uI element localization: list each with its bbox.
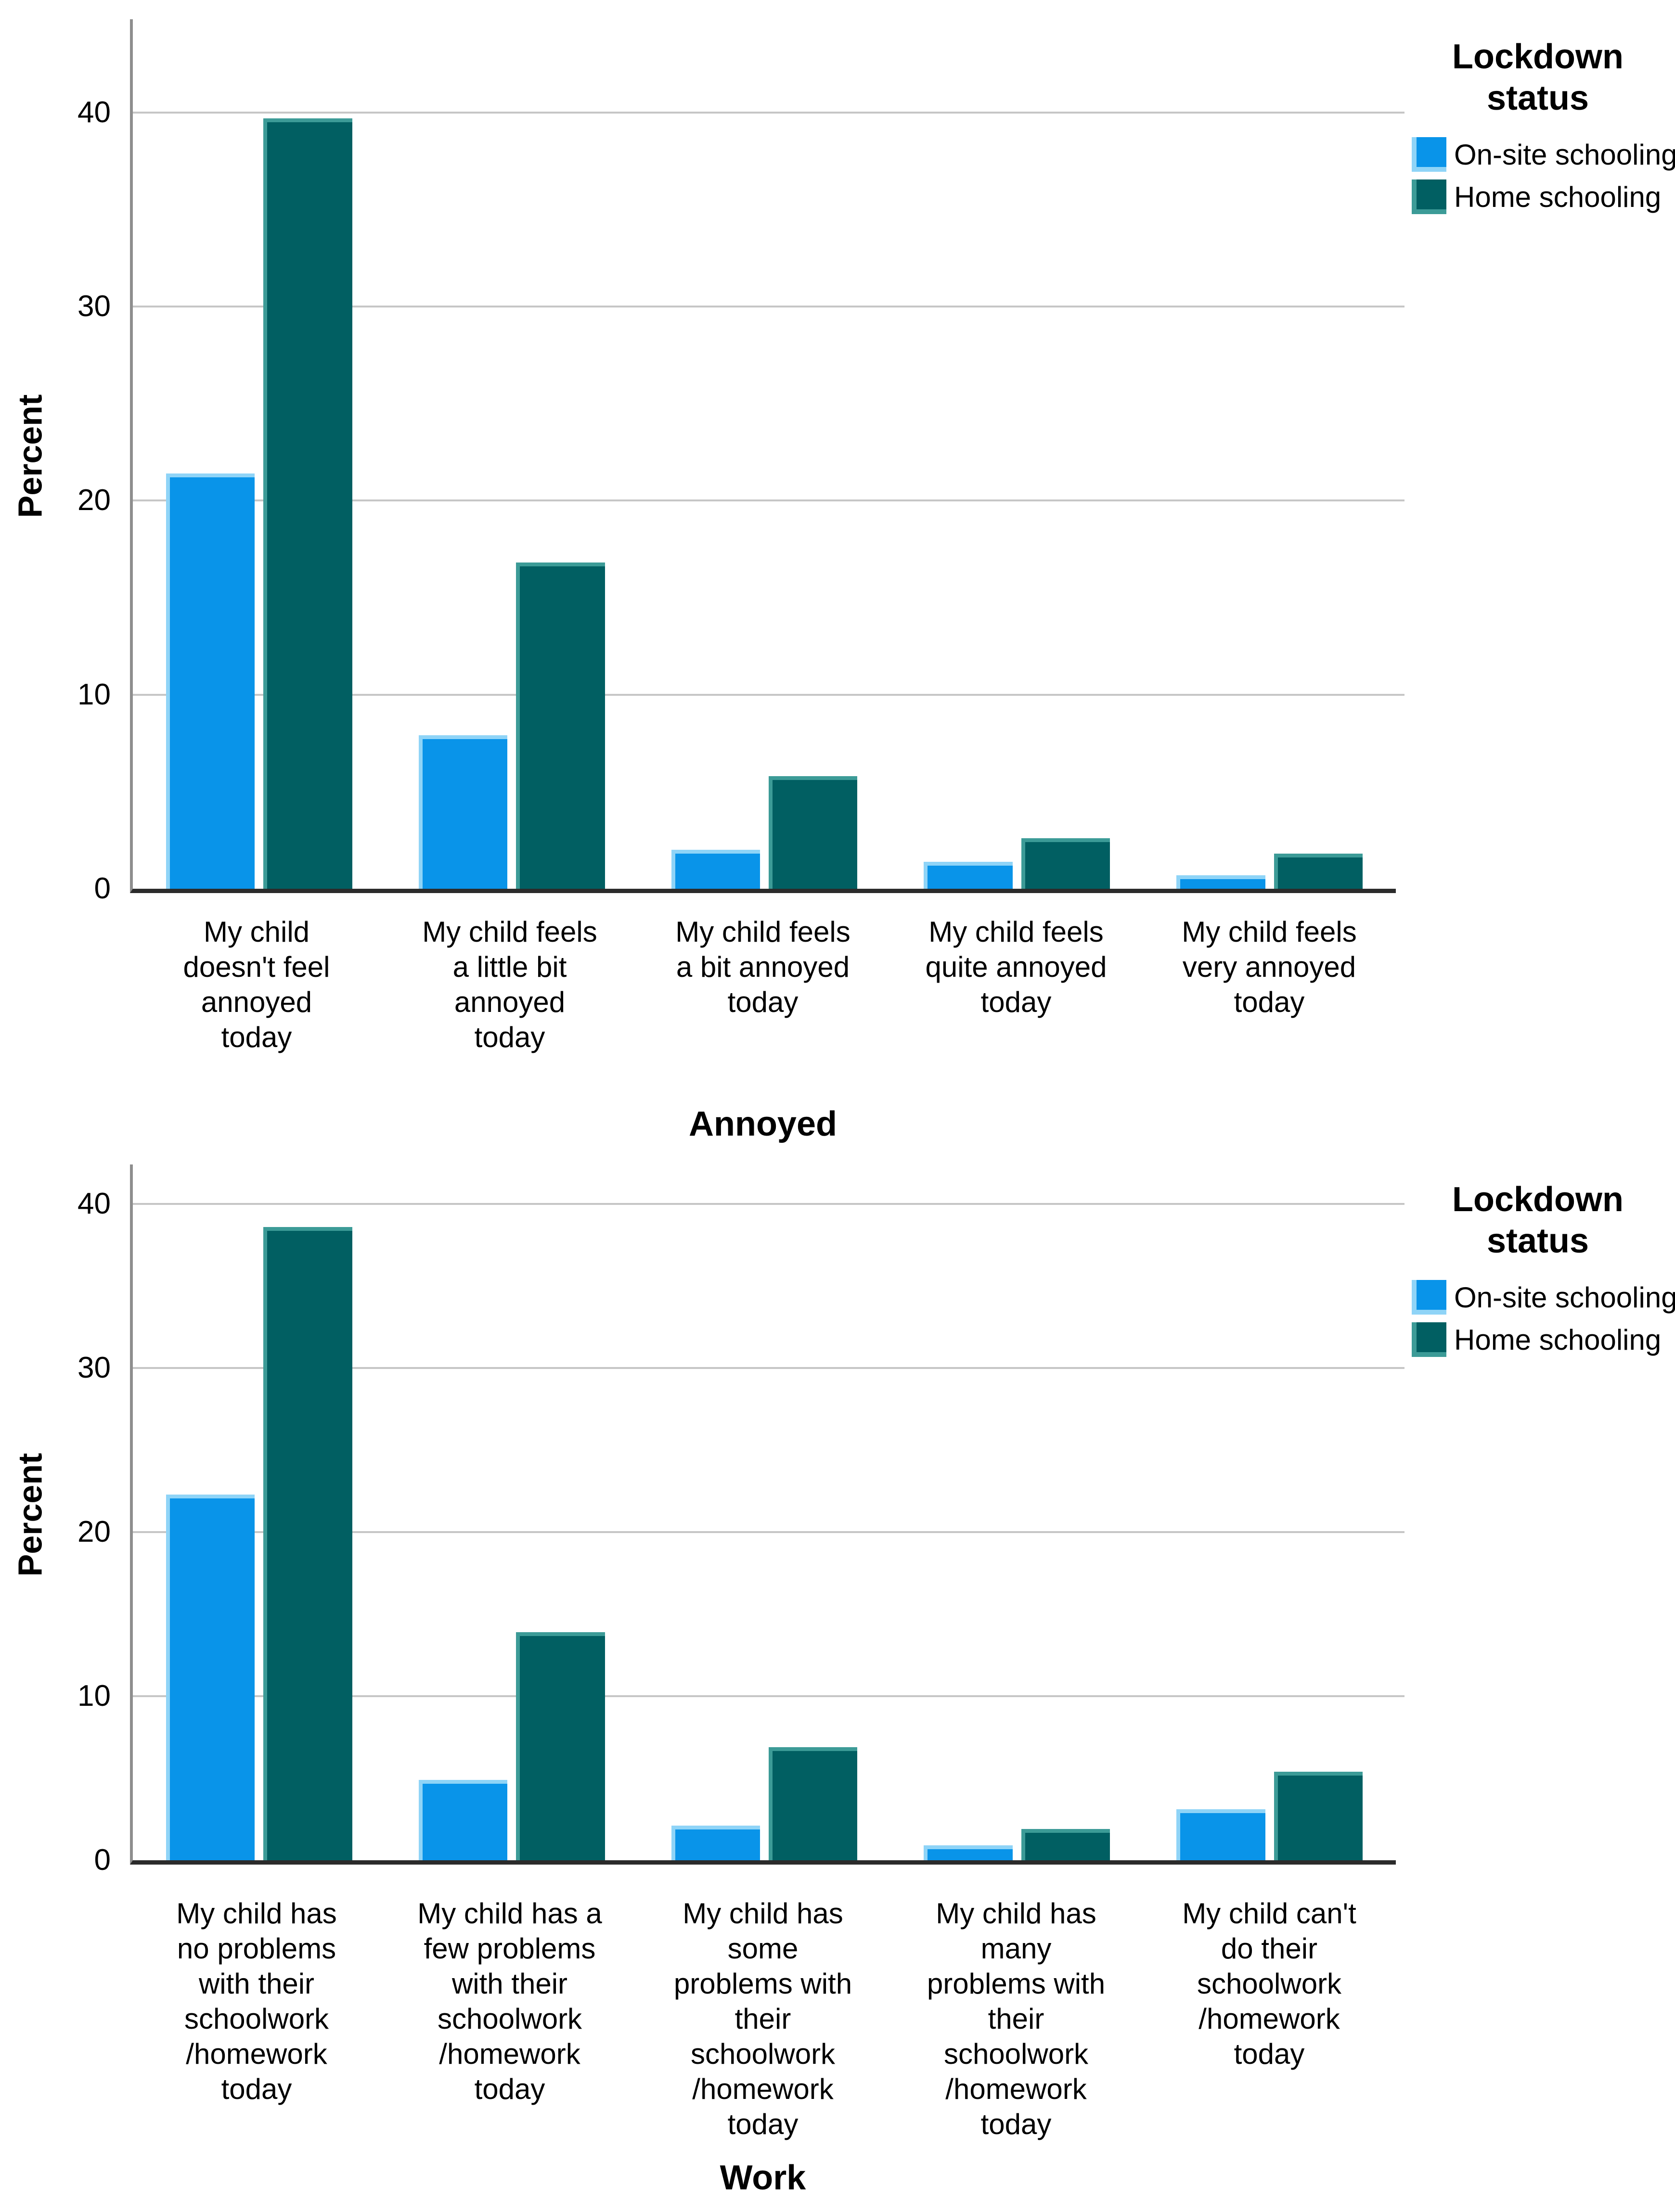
- bar-home-schooling-2: [516, 563, 605, 889]
- bar-home-schooling-4: [1021, 838, 1110, 889]
- legend-label-onsite: On-site schooling: [1454, 138, 1675, 171]
- bar-onsite-schooling-1: [166, 473, 255, 889]
- home-schooling-swatch: [1412, 179, 1446, 214]
- gridline-40: [133, 111, 1404, 114]
- bar-home-schooling-2: [516, 1632, 605, 1860]
- gridline-40: [133, 1202, 1404, 1205]
- category-label-3: My child has some problems with their sc…: [673, 1897, 852, 2140]
- gridline-10: [133, 1695, 1404, 1697]
- bar-onsite-schooling-4: [924, 1845, 1013, 1860]
- gridline-30: [133, 1367, 1404, 1369]
- bar-home-schooling-3: [768, 776, 858, 889]
- bar-onsite-schooling-4: [924, 861, 1013, 889]
- plot-area: 0 10 20 30 40: [77, 1164, 1404, 1875]
- home-schooling-swatch: [1412, 1322, 1446, 1357]
- annoyed-chart: Percent 0 10 20 30 40 My child doesn't feel …: [7, 19, 1675, 1143]
- legend: Lockdown status On-site schooling Home s…: [1403, 1179, 1675, 1357]
- bar-home-schooling-4: [1021, 1829, 1110, 1860]
- y-tick-label-40: 40: [77, 1187, 111, 1220]
- bar-onsite-schooling-2: [418, 1779, 508, 1860]
- y-axis-title-text: Percent: [11, 1453, 49, 1577]
- bar-onsite-schooling-2: [418, 735, 508, 889]
- bar-onsite-schooling-3: [671, 850, 760, 889]
- legend-item-onsite-schooling: On-site schooling: [1412, 137, 1675, 172]
- bar-home-schooling-5: [1274, 854, 1363, 889]
- category-label-4: My child has many problems with their sc…: [927, 1897, 1106, 2140]
- y-axis-title: Percent: [7, 1370, 53, 1659]
- category-label-1: My child doesn't feel annoyed today: [183, 916, 330, 1053]
- bar-onsite-schooling-5: [1176, 1809, 1265, 1860]
- legend: Lockdown status On-site schooling Home s…: [1403, 36, 1675, 214]
- y-tick-label-20: 20: [77, 1515, 111, 1548]
- x-axis-labels: My child has no problems with their scho…: [130, 1896, 1396, 2165]
- bar-home-schooling-1: [263, 118, 352, 889]
- work-chart: Percent 0 10 20 30 40 My child has no proble…: [0, 1155, 1675, 2212]
- legend-label-onsite: On-site schooling: [1454, 1281, 1675, 1314]
- onsite-schooling-swatch: [1412, 1280, 1446, 1315]
- legend-items: On-site schooling Home schooling: [1403, 137, 1675, 214]
- bar-onsite-schooling-3: [671, 1826, 760, 1860]
- bar-onsite-schooling-5: [1176, 875, 1265, 889]
- y-tick-label-10: 10: [77, 1679, 111, 1713]
- category-label-2: My child has a few problems with their s…: [417, 1897, 602, 2105]
- category-label-5: My child can't do their schoolwork /home…: [1182, 1897, 1356, 2070]
- gridline-10: [133, 693, 1404, 696]
- x-axis-title: Work: [720, 2159, 806, 2197]
- bar-home-schooling-3: [768, 1747, 858, 1860]
- category-label-3: My child feels a bit annoyed today: [675, 916, 850, 1018]
- category-label-1: My child has no problems with their scho…: [176, 1897, 337, 2105]
- y-axis-title: Percent: [7, 312, 53, 601]
- y-tick-label-40: 40: [77, 95, 111, 129]
- legend-title: Lockdown status: [1452, 38, 1623, 117]
- legend-title: Lockdown status: [1452, 1180, 1623, 1260]
- gridline-30: [133, 305, 1404, 307]
- y-axis-title-text: Percent: [11, 394, 49, 518]
- bar-onsite-schooling-1: [166, 1494, 255, 1860]
- onsite-schooling-swatch: [1412, 137, 1446, 172]
- legend-label-home: Home schooling: [1454, 1323, 1662, 1356]
- category-label-5: My child feels very annoyed today: [1182, 916, 1357, 1018]
- gridline-20: [133, 1531, 1404, 1533]
- y-tick-label-0: 0: [94, 872, 111, 905]
- gridline-20: [133, 499, 1404, 502]
- legend-item-home-schooling: Home schooling: [1412, 179, 1673, 214]
- y-tick-label-10: 10: [77, 678, 111, 711]
- x-axis-labels: My child doesn't feel annoyed today My ch…: [130, 914, 1396, 1107]
- legend-item-home-schooling: Home schooling: [1412, 1322, 1673, 1357]
- category-label-2: My child feels a little bit annoyed toda…: [422, 916, 597, 1053]
- legend-item-onsite-schooling: On-site schooling: [1412, 1280, 1675, 1315]
- legend-items: On-site schooling Home schooling: [1403, 1280, 1675, 1357]
- y-tick-label-30: 30: [77, 289, 111, 323]
- category-label-4: My child feels quite annoyed today: [925, 916, 1107, 1018]
- legend-label-home: Home schooling: [1454, 180, 1662, 213]
- y-tick-label-0: 0: [94, 1843, 111, 1877]
- plot-area: 0 10 20 30 40: [77, 19, 1404, 904]
- y-tick-label-20: 20: [77, 484, 111, 517]
- bar-home-schooling-5: [1274, 1771, 1363, 1860]
- y-tick-label-30: 30: [77, 1351, 111, 1384]
- x-axis-title: Annoyed: [688, 1105, 837, 1143]
- bar-home-schooling-1: [263, 1227, 352, 1860]
